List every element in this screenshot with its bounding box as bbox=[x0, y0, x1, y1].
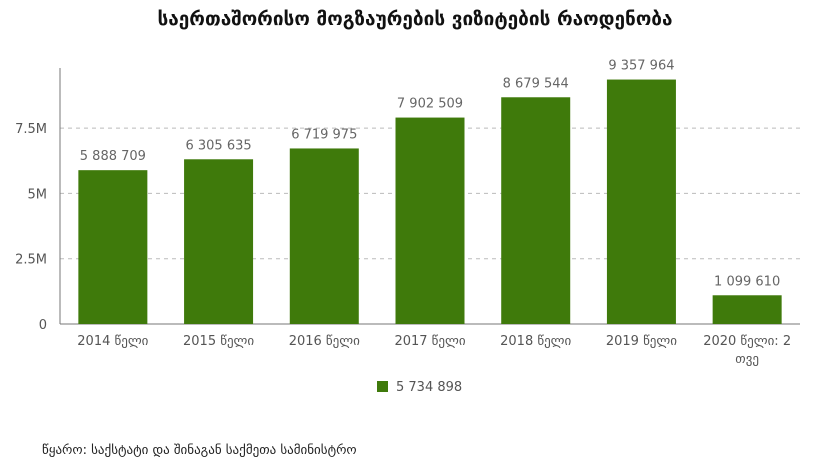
y-tick-label: 7.5M bbox=[15, 122, 47, 137]
source-note: წყარო: საქსტატი და შინაგან საქმეთა სამინ… bbox=[42, 443, 357, 458]
data-label: 9 357 964 bbox=[608, 59, 674, 74]
y-tick-label: 5M bbox=[28, 187, 48, 202]
x-tick-label: 2016 წელი bbox=[289, 334, 360, 349]
x-tick-label: 2018 წელი bbox=[500, 334, 571, 349]
bar bbox=[501, 97, 571, 324]
chart-title: საერთაშორისო მოგზაურების ვიზიტების რაოდე… bbox=[157, 8, 673, 30]
data-label: 5 888 709 bbox=[80, 149, 146, 164]
y-tick-label: 2.5M bbox=[15, 253, 47, 268]
y-tick-label: 0 bbox=[39, 318, 47, 333]
bar bbox=[78, 170, 148, 324]
legend-swatch bbox=[377, 381, 388, 392]
data-label: 1 099 610 bbox=[714, 274, 780, 289]
bar bbox=[712, 295, 782, 324]
x-tick-label: 2020 წელი: 2 თვე bbox=[703, 334, 791, 367]
data-label: 7 902 509 bbox=[397, 97, 463, 112]
x-tick-label: 2015 წელი bbox=[183, 334, 254, 349]
bar bbox=[395, 117, 465, 324]
data-label: 6 719 975 bbox=[291, 127, 357, 142]
data-label: 8 679 544 bbox=[503, 76, 569, 91]
bar bbox=[289, 148, 359, 324]
bar bbox=[606, 79, 676, 325]
x-tick-label: 2017 წელი bbox=[394, 334, 465, 349]
bar bbox=[184, 159, 254, 324]
x-tick-label: 2019 წელი bbox=[606, 334, 677, 349]
legend-label: 5 734 898 bbox=[396, 380, 462, 395]
x-tick-label: 2014 წელი bbox=[77, 334, 148, 349]
data-label: 6 305 635 bbox=[185, 138, 251, 153]
